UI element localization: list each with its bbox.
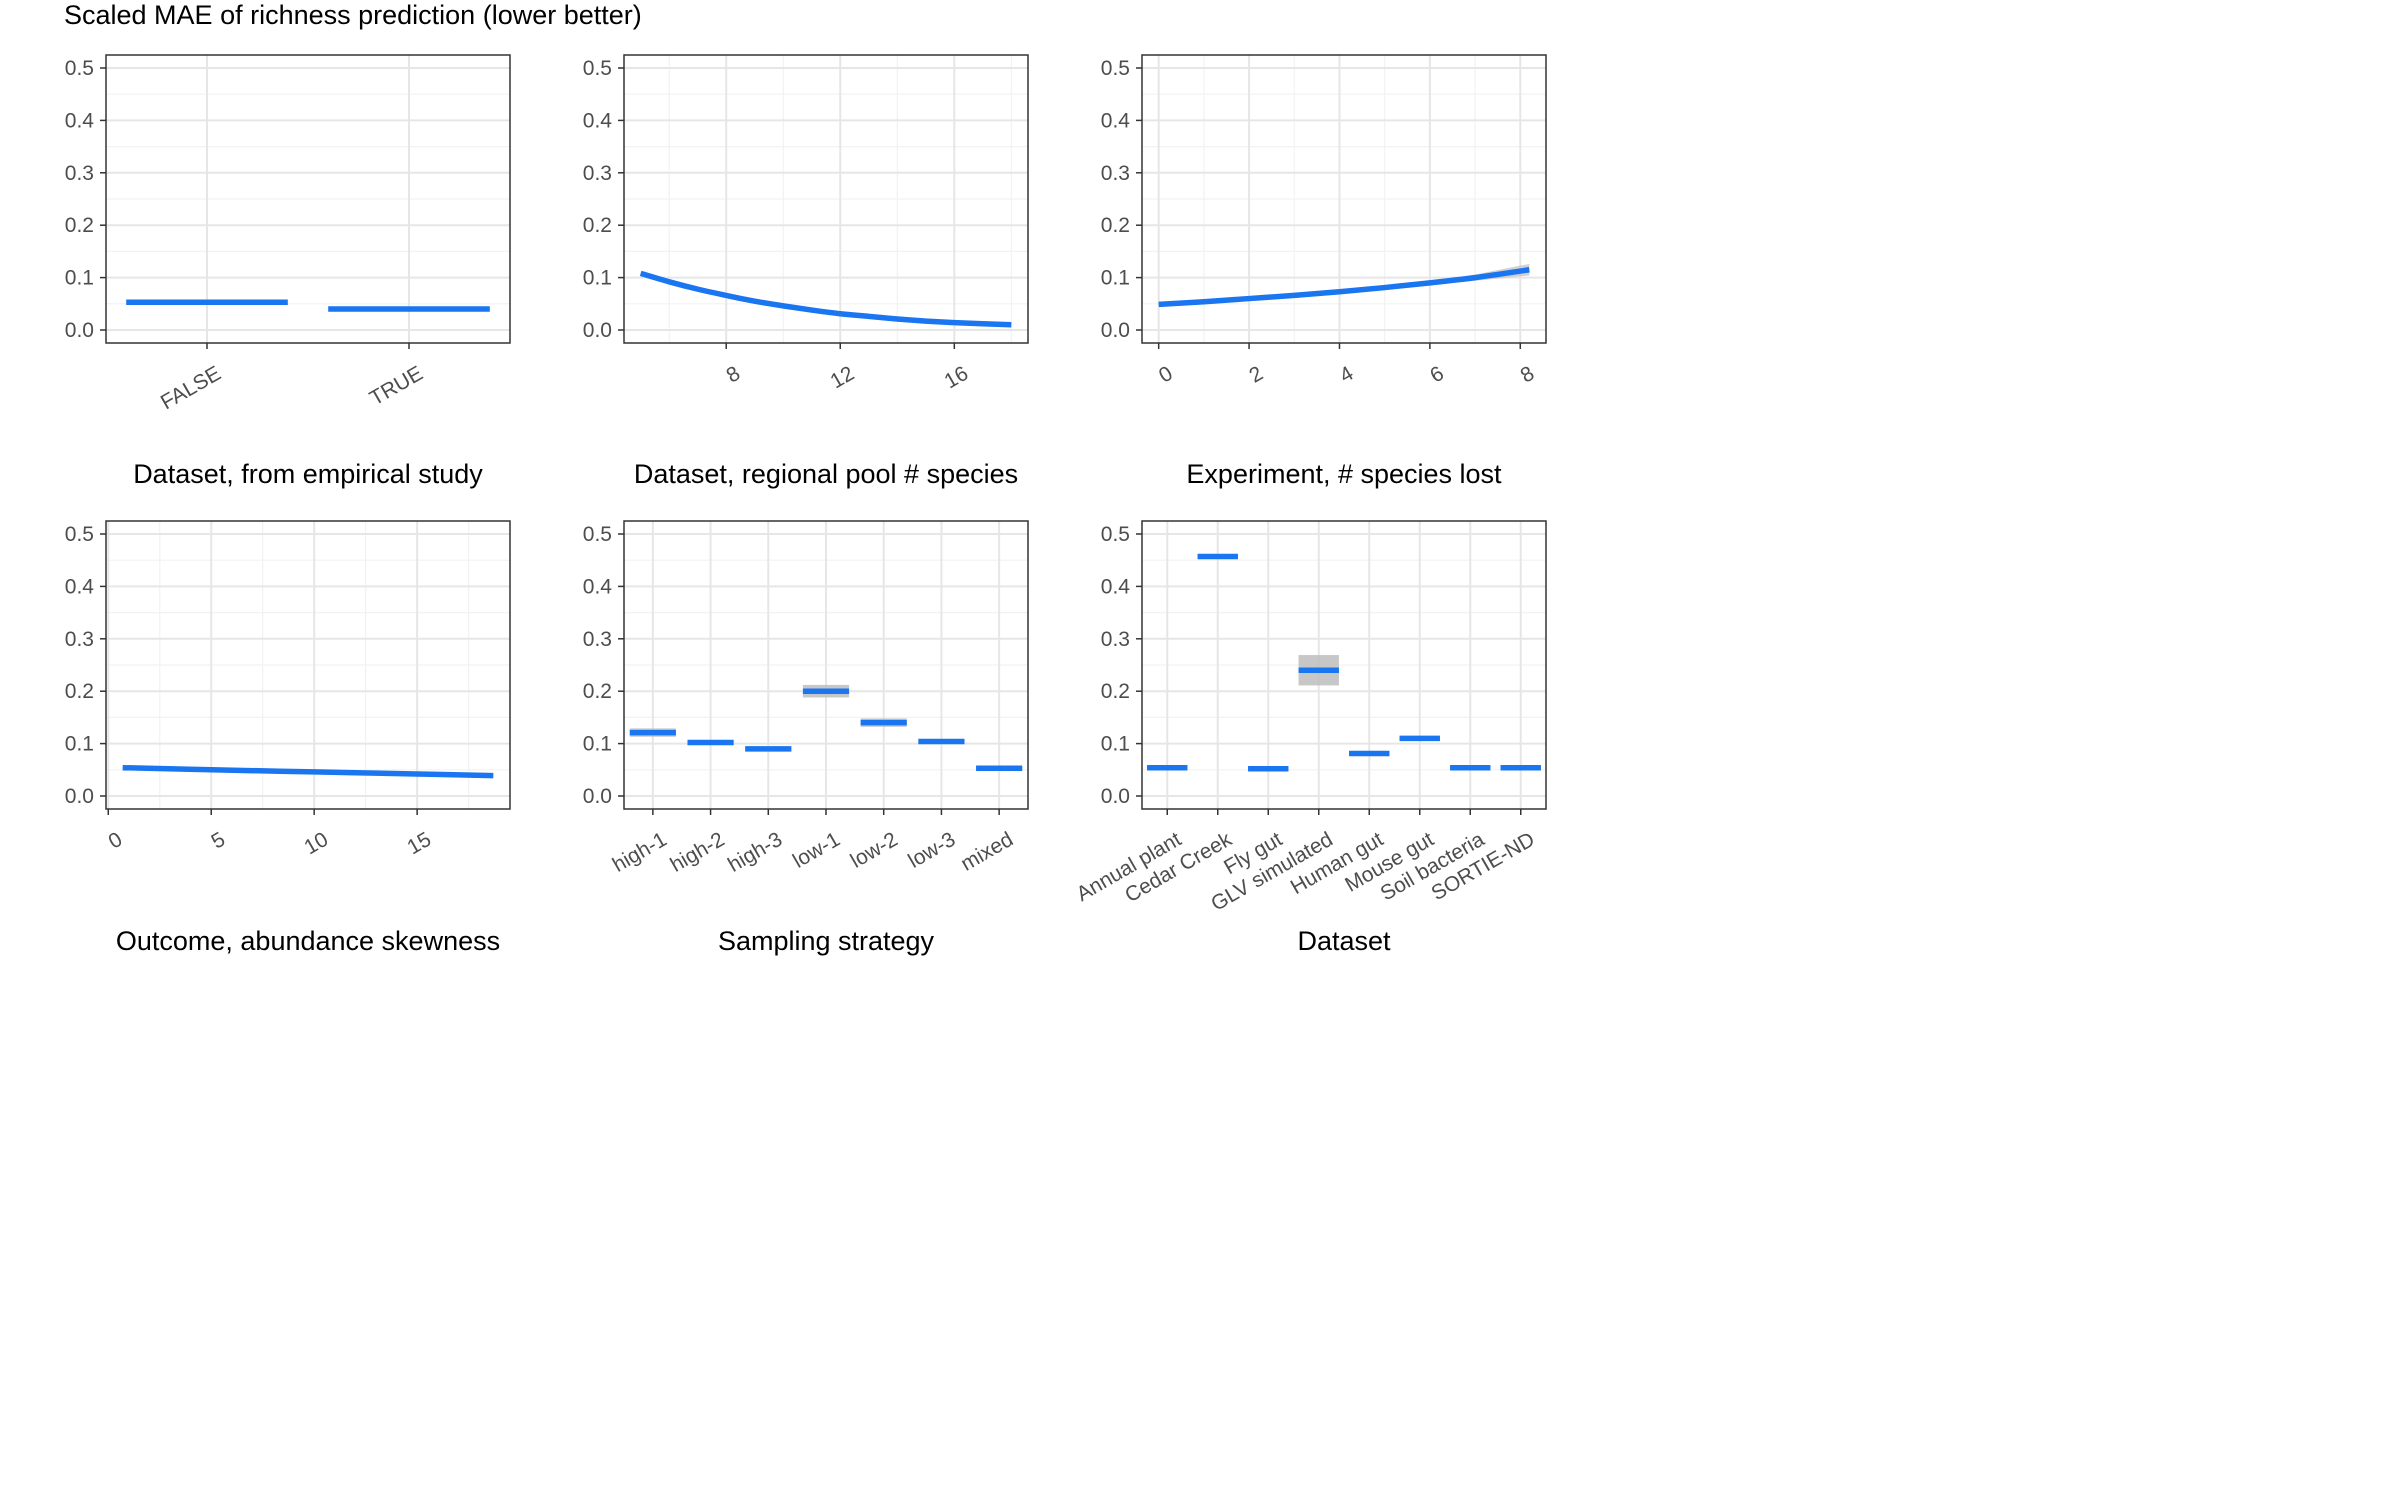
panel-2-x-tick-label: 12	[826, 362, 858, 394]
panel-6-y-tick-label: 0.0	[1101, 785, 1130, 808]
panel-3-x-axis-label: Experiment, # species lost	[1186, 459, 1502, 489]
panel-1-y-tick-label: 0.3	[65, 162, 94, 185]
panel-6-border	[1141, 520, 1547, 810]
panel-4-y-tick-label: 0.0	[65, 785, 94, 808]
panel-5-x-tick-label: low-3	[904, 828, 959, 873]
panel-5-y-tick-label: 0.5	[583, 523, 612, 546]
panel-3-y-tick-label: 0.5	[1101, 57, 1130, 80]
panel-1-x-tick-label: TRUE	[366, 362, 427, 411]
panel-2-y-tick-label: 0.0	[583, 319, 612, 342]
panel-5-y-tick-label: 0.3	[583, 628, 612, 651]
panel-2-x-axis-label: Dataset, regional pool # species	[634, 459, 1018, 489]
panel-1-x-axis-label: Dataset, from empirical study	[133, 459, 483, 489]
figure-title: Scaled MAE of richness prediction (lower…	[64, 0, 642, 30]
panel-4-x-axis-label: Outcome, abundance skewness	[116, 926, 500, 956]
panel-3-x-tick-label: 0	[1155, 362, 1177, 388]
panel-3-y-tick-label: 0.4	[1101, 109, 1131, 132]
panel-4-x-tick-label: 0	[105, 828, 127, 854]
panel-2-y-tick-label: 0.5	[583, 57, 612, 80]
panel-6-y-tick-label: 0.2	[1101, 680, 1130, 703]
panel-5-x-tick-label: low-2	[847, 828, 902, 873]
panel-4-x-tick-label: 10	[300, 828, 332, 860]
panel-2-y-tick-label: 0.3	[583, 162, 612, 185]
panel-2-border	[623, 54, 1029, 344]
panel-6-y-tick-label: 0.5	[1101, 523, 1130, 546]
panel-4-y-tick-label: 0.2	[65, 680, 94, 703]
panel-5-y-tick-label: 0.0	[583, 785, 612, 808]
panel-3-x-tick-label: 4	[1336, 362, 1358, 388]
panel-4-x-tick-label: 5	[208, 828, 230, 854]
panel-3-y-tick-label: 0.3	[1101, 162, 1130, 185]
panel-3-y-tick-label: 0.1	[1101, 267, 1130, 290]
panel-1-x-tick-label: FALSE	[157, 362, 225, 415]
panel-2-y-tick-label: 0.4	[583, 109, 613, 132]
panel-2-x-tick-label: 16	[941, 362, 973, 394]
panel-5-y-tick-label: 0.4	[583, 575, 613, 598]
panel-6-y-tick-label: 0.1	[1101, 733, 1130, 756]
panel-6-y-tick-label: 0.4	[1101, 575, 1131, 598]
panel-3-border	[1141, 54, 1547, 344]
panel-2-fit-line	[639, 270, 1012, 328]
panel-5-y-tick-label: 0.1	[583, 733, 612, 756]
panel-3-x-tick-label: 8	[1517, 362, 1539, 388]
panel-4-y-tick-label: 0.5	[65, 523, 94, 546]
panel-1-y-tick-label: 0.5	[65, 57, 94, 80]
figure: Scaled MAE of richness prediction (lower…	[64, 0, 1547, 956]
panel-1-y-tick-label: 0.1	[65, 267, 94, 290]
panel-5-y-tick-label: 0.2	[583, 680, 612, 703]
panel-4-border	[105, 520, 511, 810]
panel-3-y-tick-label: 0.2	[1101, 214, 1130, 237]
panel-5-x-tick-label: low-1	[789, 828, 844, 873]
panel-3-x-tick-label: 6	[1426, 362, 1448, 388]
panel-2-y-tick-label: 0.2	[583, 214, 612, 237]
panel-4-fit-line	[122, 764, 494, 779]
panel-4-x-tick-label: 15	[403, 828, 435, 860]
panel-3-x-tick-label: 2	[1245, 362, 1267, 388]
panel-1-y-tick-label: 0.0	[65, 319, 94, 342]
panel-5-x-tick-label: high-2	[666, 828, 728, 877]
panel-4-y-tick-label: 0.1	[65, 733, 94, 756]
panel-2-y-tick-label: 0.1	[583, 267, 612, 290]
panel-1-y-tick-label: 0.4	[65, 109, 95, 132]
panel-4-y-tick-label: 0.3	[65, 628, 94, 651]
panel-5-x-axis-label: Sampling strategy	[718, 926, 935, 956]
panel-2-x-tick-label: 8	[723, 362, 745, 388]
panel-1-y-tick-label: 0.2	[65, 214, 94, 237]
panel-6-y-tick-label: 0.3	[1101, 628, 1130, 651]
panel-6-x-axis-label: Dataset	[1297, 926, 1391, 956]
panel-5-x-tick-label: high-3	[724, 828, 786, 877]
panel-1-border	[105, 54, 511, 344]
panel-5-x-tick-label: mixed	[957, 828, 1017, 876]
panel-3-fit-line	[1158, 267, 1530, 308]
panel-4-y-tick-label: 0.4	[65, 575, 95, 598]
panel-5-x-tick-label: high-1	[609, 828, 671, 877]
panel-3-y-tick-label: 0.0	[1101, 319, 1130, 342]
